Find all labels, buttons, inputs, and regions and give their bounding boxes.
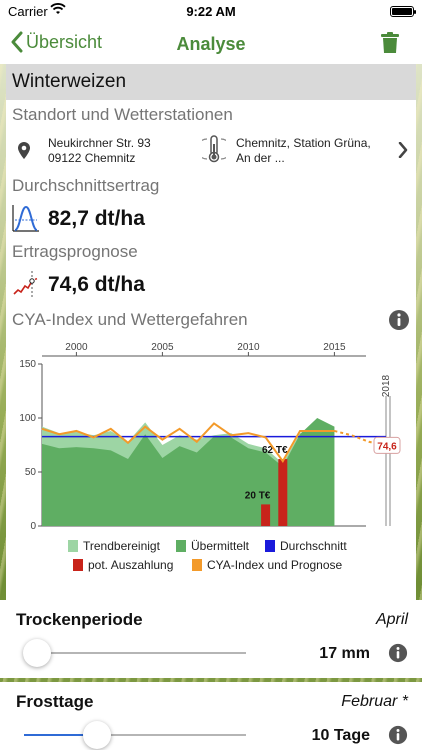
status-bar: Carrier 9:22 AM <box>0 0 422 24</box>
frost-month: Februar * <box>341 693 408 710</box>
navigation-bar: Übersicht Analyse <box>0 24 422 64</box>
chevron-right-icon[interactable] <box>398 142 408 158</box>
y-tick-label: 0 <box>30 521 36 532</box>
drought-slider-track[interactable] <box>24 652 246 654</box>
frost-panel: Frosttage Februar * 10 Tage <box>0 682 422 750</box>
address: Neukirchner Str. 93 09122 Chemnitz <box>48 136 151 166</box>
weather-station-icon <box>202 135 226 163</box>
crop-header: Winterweizen <box>6 64 416 100</box>
x-tick-label: 2000 <box>65 342 88 353</box>
cya-chart: 0 50 100 150 2000 2005 2010 2015 2018 20 T€ 62 T€ 7… <box>6 336 416 536</box>
legend-average: Durchschnitt <box>265 539 347 553</box>
legend-label-trend: Trendbereinigt <box>83 539 160 553</box>
frost-title: Frosttage <box>16 692 94 711</box>
y-tick-label: 100 <box>19 413 36 424</box>
address-street: Neukirchner Str. 93 <box>48 136 151 150</box>
chevron-left-icon <box>11 31 23 53</box>
legend-reported: Übermittelt <box>176 539 249 553</box>
address-city: 09122 Chemnitz <box>48 151 136 165</box>
yield-row: 82,7 dt/ha <box>6 198 416 240</box>
cya-header: CYA-Index und Wettergefahren <box>6 306 416 336</box>
payout-bar <box>261 504 271 526</box>
y-tick-label: 50 <box>25 467 37 478</box>
reported-area <box>42 418 335 526</box>
y-tick-label: 150 <box>19 359 36 370</box>
legend-label-reported: Übermittelt <box>191 539 250 553</box>
x-tick-label: 2005 <box>151 342 174 353</box>
forecast-value-box <box>373 436 401 454</box>
forecast-row: 74,6 dt/ha <box>6 264 416 306</box>
frost-info-icon[interactable] <box>388 725 408 745</box>
weather-station: Chemnitz, Station Grüna, An der ... <box>236 136 371 166</box>
drought-title: Trockenperiode <box>16 610 143 629</box>
clock: 9:22 AM <box>186 4 236 19</box>
average-yield-value: 82,7 dt/ha <box>48 207 145 230</box>
drought-slider-thumb[interactable] <box>23 639 52 667</box>
x-tick-label: 2015 <box>323 342 346 353</box>
legend-payout: pot. Auszahlung <box>73 558 173 572</box>
location-section-title: Standort und Wetterstationen <box>12 105 233 124</box>
payout-label: 20 T€ <box>245 490 271 501</box>
battery-icon <box>390 6 416 17</box>
drought-value: 17 mm <box>319 645 370 662</box>
legend-cya: CYA-Index und Prognose <box>192 558 342 572</box>
info-icon[interactable] <box>388 309 410 331</box>
back-label: Übersicht <box>26 31 103 52</box>
drought-month: April <box>375 611 408 628</box>
trend-forecast-icon <box>13 271 39 297</box>
drought-info-icon[interactable] <box>388 643 408 663</box>
drought-panel: Trockenperiode April 17 mm <box>0 600 422 678</box>
back-button[interactable]: Übersicht <box>10 31 102 53</box>
frost-slider-thumb[interactable] <box>83 721 112 749</box>
carrier-label: Carrier <box>8 4 48 19</box>
bell-curve-icon <box>12 205 39 232</box>
wifi-icon <box>50 3 66 14</box>
forecast-value-label: 74,6 <box>377 441 397 452</box>
page-title: Analyse <box>176 34 246 54</box>
trash-icon[interactable] <box>380 32 400 54</box>
forecast-yield-value: 74,6 dt/ha <box>48 273 145 296</box>
forecast-year-label: 2018 <box>381 374 392 397</box>
yield-section-title: Durchschnittsertrag <box>12 176 160 195</box>
analysis-card: Winterweizen Standort und Wetterstatione… <box>6 64 416 624</box>
frost-value: 10 Tage <box>311 727 370 744</box>
cya-section-title: CYA-Index und Wettergefahren <box>12 310 248 329</box>
legend-label-cya: CYA-Index und Prognose <box>207 558 343 572</box>
frost-slider-fill <box>24 734 98 736</box>
location-row[interactable]: Neukirchner Str. 93 09122 Chemnitz Chemn… <box>6 126 416 174</box>
station-line2: An der ... <box>236 151 285 165</box>
station-line1: Chemnitz, Station Grüna, <box>236 136 371 150</box>
legend-trend: Trendbereinigt <box>68 539 160 553</box>
location-pin-icon <box>18 142 30 159</box>
payout-bar <box>278 459 288 526</box>
legend-label-average: Durchschnitt <box>280 539 347 553</box>
frost-slider-track[interactable] <box>24 734 246 736</box>
legend-label-payout: pot. Auszahlung <box>88 558 174 572</box>
forecast-section-title: Ertragsprognose <box>12 242 138 261</box>
chart-legend: Trendbereinigt Übermittelt Durchschnitt … <box>6 536 416 580</box>
x-tick-label: 2010 <box>237 342 260 353</box>
cya-line <box>41 422 335 464</box>
